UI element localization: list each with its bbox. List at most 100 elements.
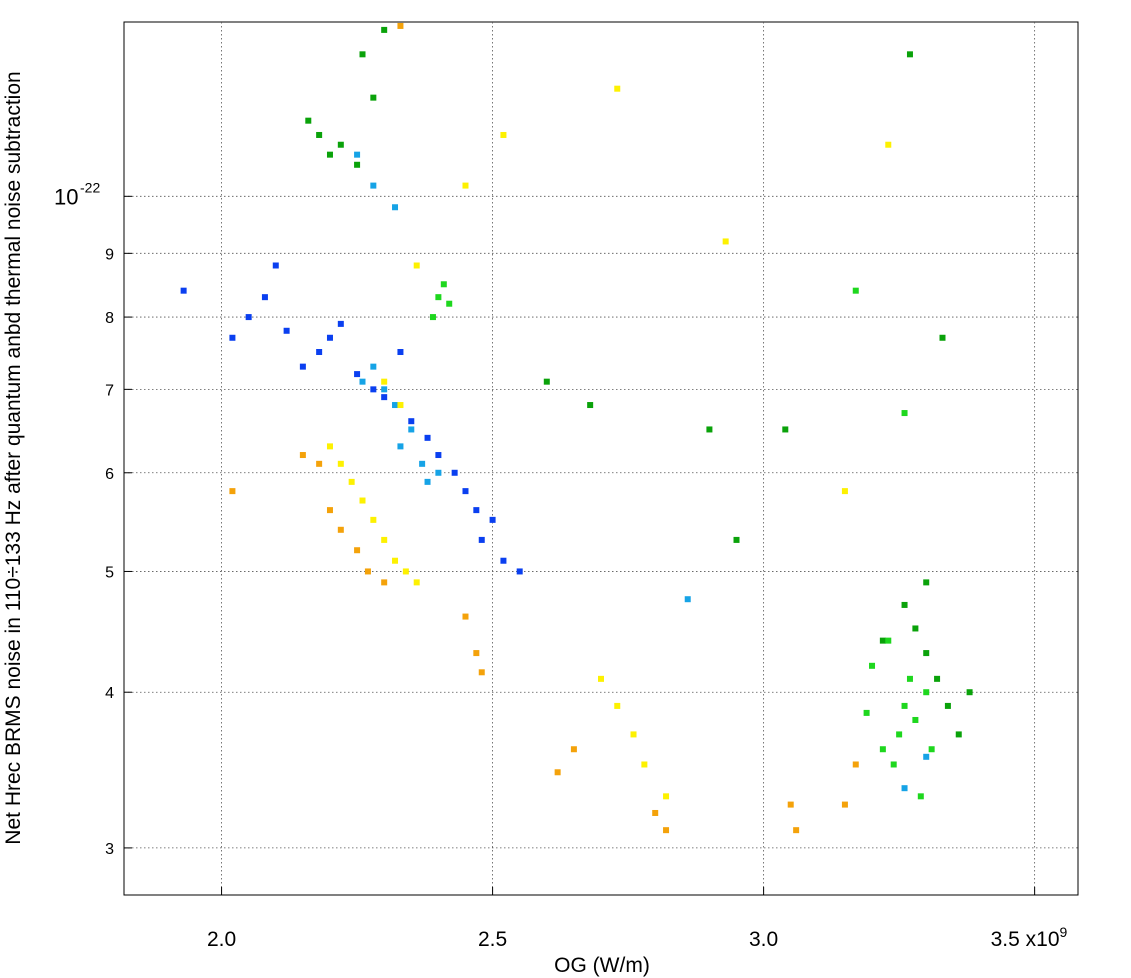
- data-point: [587, 402, 594, 409]
- data-point: [408, 418, 415, 425]
- data-points: [180, 22, 973, 834]
- data-point: [381, 394, 388, 401]
- data-point: [337, 320, 344, 327]
- series-group: [354, 151, 930, 792]
- data-point: [180, 287, 187, 294]
- data-point: [261, 294, 268, 301]
- y-tick-label: 9: [105, 246, 114, 263]
- data-point: [570, 746, 577, 753]
- data-point: [451, 469, 458, 476]
- data-point: [370, 94, 377, 101]
- data-point: [885, 637, 892, 644]
- data-point: [381, 378, 388, 385]
- data-point: [554, 769, 561, 776]
- data-point: [316, 131, 323, 138]
- x-tick-label: 2.5: [478, 928, 507, 951]
- data-point: [923, 650, 930, 657]
- data-point: [473, 507, 480, 514]
- data-point: [852, 287, 859, 294]
- data-point: [722, 238, 729, 245]
- data-point: [906, 51, 913, 58]
- data-point: [337, 141, 344, 148]
- data-point: [652, 809, 659, 816]
- x-tick-labels: 2.0 2.5 3.0 3.5 x109: [207, 924, 1068, 951]
- series-group: [180, 262, 523, 575]
- y-tick-label: 6: [105, 466, 114, 483]
- x-axis-title: OG (W/m): [554, 954, 650, 977]
- y-tick-label: 8: [105, 310, 114, 327]
- data-point: [392, 402, 399, 409]
- data-point: [966, 689, 973, 696]
- data-point: [614, 85, 621, 92]
- data-point: [944, 702, 951, 709]
- data-point: [397, 22, 404, 29]
- data-point: [354, 547, 361, 554]
- data-point: [337, 526, 344, 533]
- data-point: [885, 141, 892, 148]
- data-point: [364, 568, 371, 575]
- data-point: [424, 434, 431, 441]
- data-point: [359, 51, 366, 58]
- data-point: [299, 363, 306, 370]
- data-point: [354, 161, 361, 168]
- series-group: [229, 22, 859, 834]
- data-point: [663, 793, 670, 800]
- x-tick-label: 2.0: [207, 928, 236, 951]
- y-tick-label: 7: [105, 382, 114, 399]
- data-point: [901, 785, 908, 792]
- data-point: [473, 650, 480, 657]
- data-point: [381, 579, 388, 586]
- y-tick-label: 4: [105, 685, 114, 702]
- data-point: [500, 557, 507, 564]
- data-point: [928, 746, 935, 753]
- data-point: [917, 793, 924, 800]
- data-point: [923, 689, 930, 696]
- data-point: [392, 204, 399, 211]
- y-tick-label: 3: [105, 841, 114, 858]
- data-point: [462, 182, 469, 189]
- y-tick-label: 10: [54, 184, 78, 209]
- data-point: [305, 117, 312, 124]
- data-point: [397, 402, 404, 409]
- y-axis-title: Net Hrec BRMS noise in 110÷133 Hz after …: [2, 71, 25, 844]
- data-point: [397, 443, 404, 450]
- data-point: [326, 334, 333, 341]
- data-point: [229, 334, 236, 341]
- data-point: [598, 675, 604, 682]
- data-point: [879, 637, 886, 644]
- data-point: [299, 452, 306, 459]
- series-group: [305, 26, 973, 738]
- data-point: [326, 507, 333, 514]
- data-point: [706, 426, 713, 433]
- data-point: [370, 363, 377, 370]
- data-point: [934, 675, 941, 682]
- data-point: [869, 662, 876, 669]
- data-point: [370, 182, 377, 189]
- data-point: [381, 536, 388, 543]
- data-point: [397, 349, 404, 356]
- data-point: [440, 281, 447, 288]
- grid: [124, 22, 1078, 895]
- data-point: [923, 753, 930, 760]
- data-point: [419, 460, 426, 467]
- data-point: [435, 294, 442, 301]
- data-point: [359, 378, 366, 385]
- data-point: [245, 314, 252, 321]
- data-point: [316, 460, 323, 467]
- data-point: [879, 746, 886, 753]
- data-point: [348, 478, 355, 485]
- data-point: [392, 557, 399, 564]
- data-point: [402, 568, 409, 575]
- data-point: [863, 709, 870, 716]
- data-point: [841, 801, 848, 808]
- data-point: [272, 262, 279, 269]
- data-point: [446, 300, 453, 307]
- data-point: [370, 516, 377, 523]
- data-point: [229, 488, 236, 495]
- series-group: [326, 85, 892, 800]
- data-point: [370, 386, 377, 393]
- data-point: [543, 378, 550, 385]
- data-point: [684, 596, 691, 603]
- data-point: [354, 371, 361, 378]
- data-point: [462, 613, 469, 620]
